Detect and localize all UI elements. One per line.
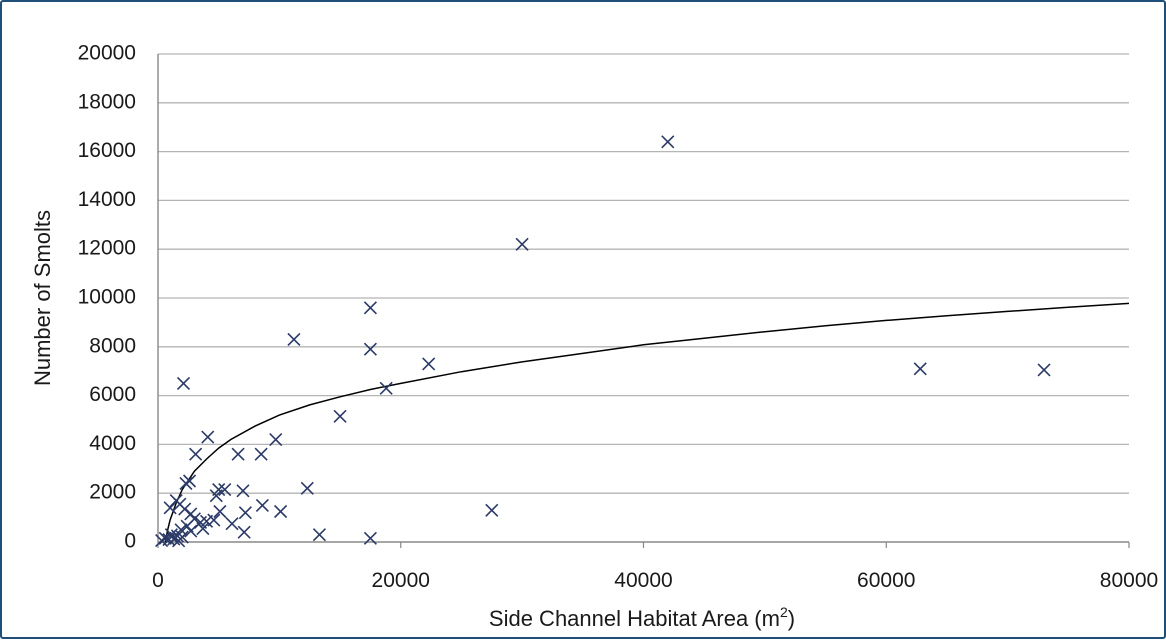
- data-point: [201, 430, 215, 444]
- y-tick-label: 16000: [78, 139, 136, 162]
- x-axis-title-superscript: 2: [780, 604, 788, 620]
- data-point: [196, 522, 210, 536]
- x-axis-title: Side Channel Habitat Area (m2): [489, 604, 795, 631]
- y-tick-label: 8000: [89, 334, 136, 357]
- data-point: [1037, 363, 1051, 377]
- data-point: [274, 504, 288, 519]
- data-point: [363, 342, 377, 356]
- data-point: [189, 447, 203, 461]
- y-tick-label: 20000: [78, 42, 136, 65]
- data-point: [179, 476, 193, 491]
- y-tick-label: 6000: [89, 383, 136, 406]
- data-point: [238, 506, 252, 520]
- data-point: [254, 447, 268, 461]
- y-tick-label: 2000: [89, 481, 136, 504]
- data-point: [312, 528, 326, 542]
- x-axis-title-main: Side Channel Habitat Area (m: [489, 606, 780, 631]
- data-point: [237, 525, 251, 539]
- data-point: [176, 376, 191, 390]
- x-tick-label: 20000: [372, 569, 430, 592]
- data-point: [269, 432, 283, 447]
- data-point: [172, 534, 186, 548]
- trendline: [164, 302, 1130, 543]
- data-point: [300, 481, 314, 495]
- y-tick-label: 0: [124, 530, 136, 553]
- data-point: [363, 301, 377, 315]
- data-point: [163, 501, 177, 515]
- data-point: [661, 135, 675, 149]
- data-point: [913, 362, 927, 376]
- data-point: [207, 513, 221, 527]
- gridlines: [158, 53, 1129, 494]
- data-point: [485, 503, 499, 517]
- data-point: [333, 409, 347, 423]
- tick-labels: 0 2000 4000 6000 8000 10000 12000 14000 16000 180…: [78, 42, 1159, 592]
- data-point: [209, 489, 223, 503]
- data-point: [225, 517, 239, 531]
- y-tick-label: 10000: [78, 286, 136, 309]
- data-point: [255, 498, 269, 512]
- data-point: [422, 357, 436, 371]
- data-point: [184, 524, 198, 538]
- data-point: [218, 482, 232, 497]
- data-point: [363, 531, 377, 545]
- y-axis-title: Number of Smolts: [30, 210, 55, 386]
- trendline-layer: [164, 302, 1130, 543]
- data-point: [231, 447, 245, 461]
- x-axis-title-close: ): [788, 606, 795, 631]
- data-point: [155, 533, 169, 548]
- data-point: [167, 532, 181, 546]
- y-tick-label: 4000: [89, 432, 136, 455]
- data-point: [236, 484, 250, 498]
- data-point: [379, 381, 393, 395]
- data-point: [182, 474, 197, 488]
- x-tick-label: 40000: [614, 569, 672, 592]
- axes: [157, 54, 1130, 548]
- y-tick-label: 18000: [78, 90, 136, 113]
- x-tick-label: 80000: [1100, 569, 1158, 592]
- y-tick-label: 12000: [78, 237, 136, 260]
- y-tick-label: 14000: [78, 188, 136, 211]
- x-tick-label: 0: [152, 569, 164, 592]
- data-point: [213, 504, 227, 519]
- data-points: [155, 135, 1051, 548]
- data-point: [287, 332, 301, 347]
- x-tick-label: 60000: [857, 569, 915, 592]
- data-point: [515, 237, 529, 251]
